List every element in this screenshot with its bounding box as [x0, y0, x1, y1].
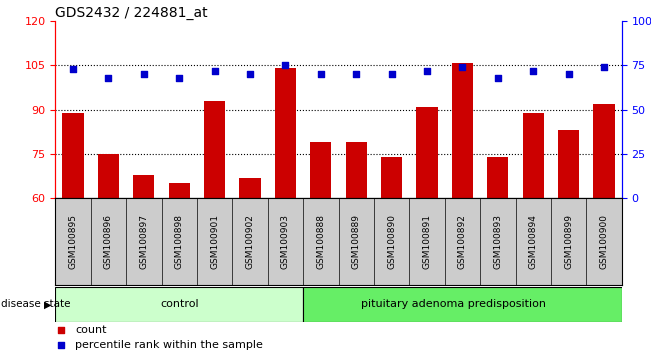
- Bar: [346, 142, 367, 198]
- Text: GSM100898: GSM100898: [174, 214, 184, 269]
- FancyBboxPatch shape: [55, 287, 303, 322]
- Text: GSM100903: GSM100903: [281, 214, 290, 269]
- Bar: [593, 104, 615, 198]
- Point: [245, 72, 255, 77]
- Text: GSM100892: GSM100892: [458, 214, 467, 269]
- Point: [280, 63, 290, 68]
- Point: [56, 327, 66, 333]
- Point: [599, 64, 609, 70]
- Bar: [487, 157, 508, 198]
- Point: [422, 68, 432, 74]
- Text: control: control: [160, 299, 199, 309]
- Bar: [275, 68, 296, 198]
- Point: [528, 68, 538, 74]
- Bar: [204, 101, 225, 198]
- Text: GSM100900: GSM100900: [600, 214, 609, 269]
- Text: GSM100890: GSM100890: [387, 214, 396, 269]
- Point: [563, 72, 574, 77]
- Bar: [381, 157, 402, 198]
- Text: percentile rank within the sample: percentile rank within the sample: [75, 340, 263, 350]
- Point: [56, 342, 66, 348]
- Bar: [452, 63, 473, 198]
- Point: [316, 72, 326, 77]
- Point: [351, 72, 361, 77]
- Text: GSM100893: GSM100893: [493, 214, 503, 269]
- Point: [139, 72, 149, 77]
- Bar: [240, 178, 260, 198]
- Text: GSM100897: GSM100897: [139, 214, 148, 269]
- Bar: [523, 113, 544, 198]
- Point: [68, 66, 78, 72]
- Bar: [417, 107, 437, 198]
- Point: [104, 75, 114, 81]
- Text: GSM100902: GSM100902: [245, 214, 255, 269]
- Point: [210, 68, 220, 74]
- Text: GSM100889: GSM100889: [352, 214, 361, 269]
- Text: GSM100901: GSM100901: [210, 214, 219, 269]
- Text: count: count: [75, 325, 107, 335]
- Text: GDS2432 / 224881_at: GDS2432 / 224881_at: [55, 6, 208, 20]
- FancyBboxPatch shape: [303, 287, 622, 322]
- Point: [493, 75, 503, 81]
- Text: GSM100895: GSM100895: [68, 214, 77, 269]
- Bar: [133, 175, 154, 198]
- Bar: [310, 142, 331, 198]
- Bar: [558, 130, 579, 198]
- Point: [457, 64, 467, 70]
- Text: GSM100888: GSM100888: [316, 214, 326, 269]
- Text: GSM100899: GSM100899: [564, 214, 573, 269]
- Bar: [62, 113, 83, 198]
- Text: GSM100891: GSM100891: [422, 214, 432, 269]
- Text: GSM100896: GSM100896: [104, 214, 113, 269]
- Point: [174, 75, 184, 81]
- Text: ▶: ▶: [44, 299, 52, 309]
- Bar: [169, 183, 190, 198]
- Text: pituitary adenoma predisposition: pituitary adenoma predisposition: [361, 299, 546, 309]
- Text: disease state: disease state: [1, 299, 70, 309]
- Text: GSM100894: GSM100894: [529, 214, 538, 269]
- Point: [387, 72, 397, 77]
- Bar: [98, 154, 119, 198]
